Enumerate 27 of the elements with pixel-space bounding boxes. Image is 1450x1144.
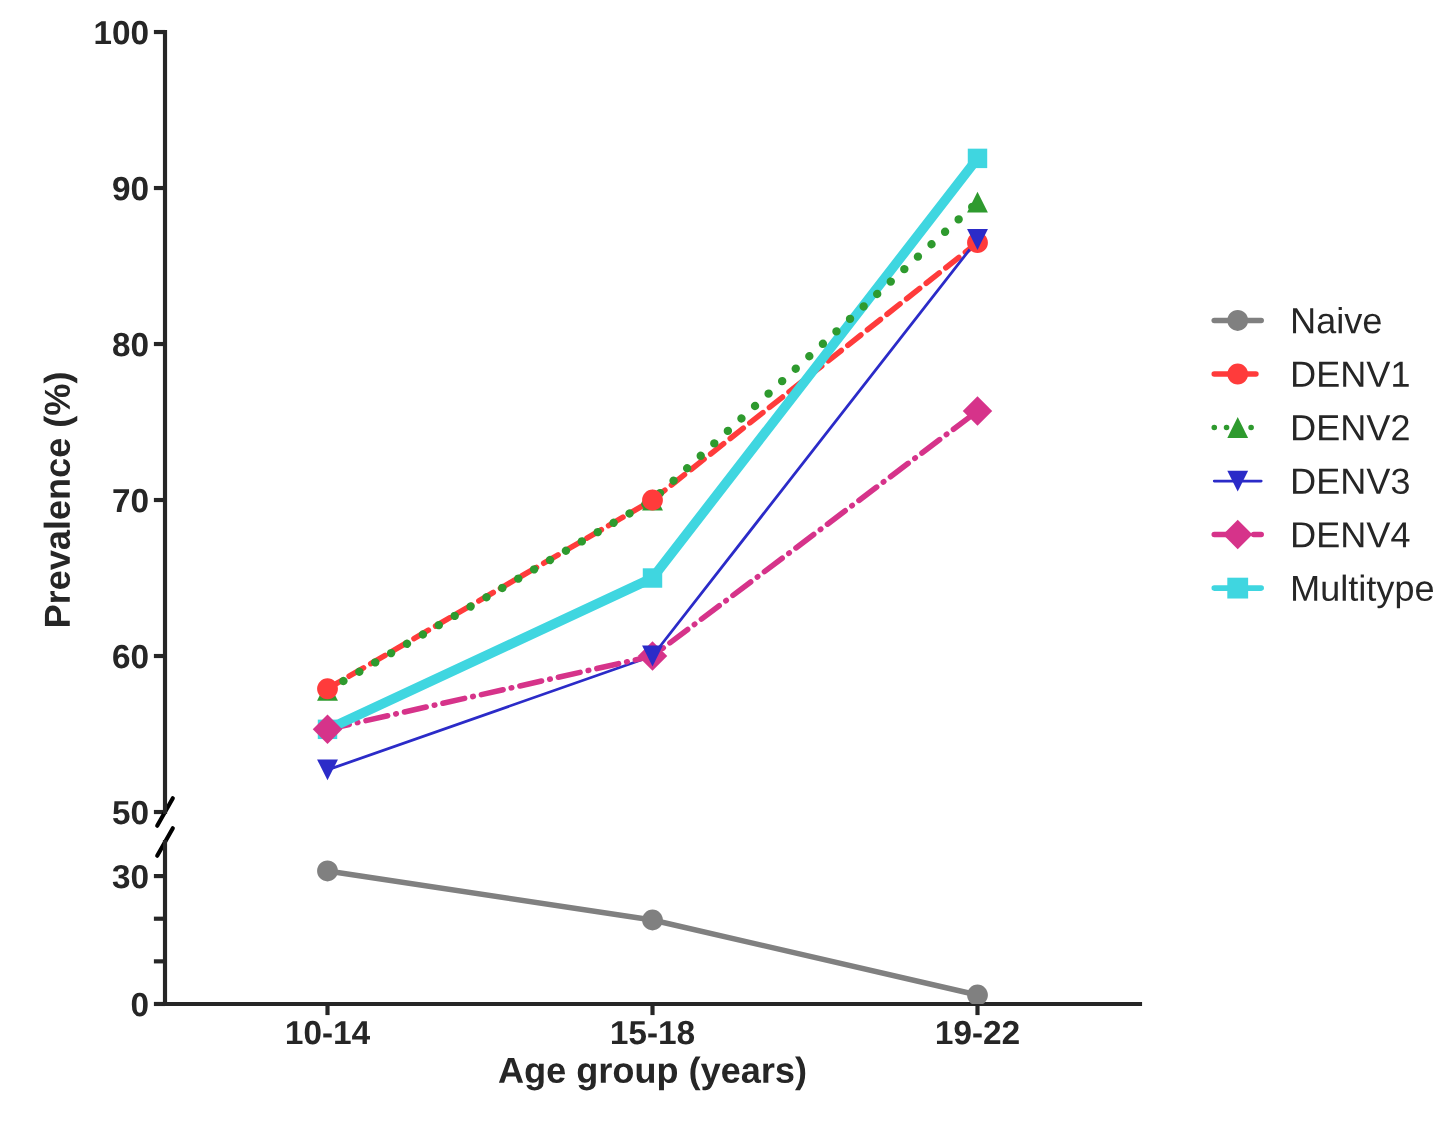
legend-label: DENV3	[1293, 468, 1409, 495]
point	[642, 568, 663, 588]
y-tick-label: 90	[113, 176, 148, 201]
y-tick-label: 50	[112, 800, 148, 825]
legend-label: Naive	[1293, 306, 1381, 334]
y-tick-label: 100	[95, 20, 148, 45]
y-tick-label: 70	[113, 488, 148, 513]
point	[642, 909, 663, 931]
legend-label: DENV4	[1293, 522, 1410, 548]
category-label: 15-18	[611, 1020, 695, 1045]
x-axis-title: Age group (years)	[498, 1056, 806, 1091]
legend-label: Multitype	[1293, 574, 1433, 609]
point	[967, 148, 988, 169]
y-tick-label: 60	[113, 644, 148, 669]
point	[317, 759, 338, 781]
y-tick-label: 0	[131, 992, 148, 1017]
legend-label: DENV2	[1293, 414, 1409, 441]
point	[967, 191, 988, 213]
category-label: 10-14	[286, 1020, 370, 1045]
y-axis-title: Prevalence (%)	[43, 373, 78, 627]
y-tick-label: 80	[113, 332, 148, 357]
point	[962, 396, 993, 426]
category-label: 19-22	[936, 1020, 1019, 1045]
y-tick-label: 30	[112, 864, 148, 889]
point	[317, 860, 338, 882]
legend-label: DENV1	[1293, 361, 1409, 387]
point	[967, 984, 988, 1004]
